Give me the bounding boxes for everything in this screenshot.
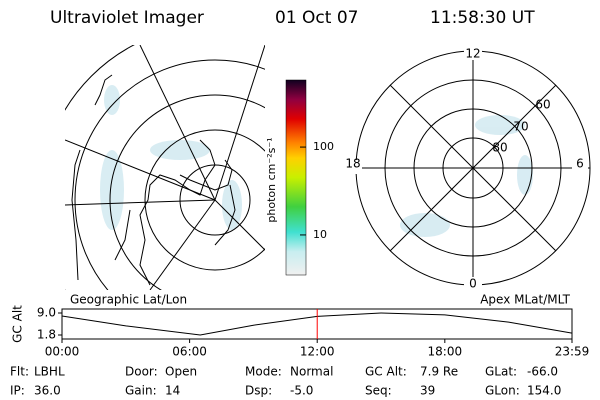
lat-label: 60: [535, 98, 550, 112]
instrument: Ultraviolet Imager: [50, 8, 204, 28]
date: 01 Oct 07: [275, 8, 358, 28]
status-value: 36.0: [34, 384, 61, 398]
status-label: Gain:: [125, 384, 157, 398]
colorbar-tick-label: 10: [313, 228, 327, 241]
status-value: 7.9 Re: [420, 365, 458, 379]
status-label: IP:: [10, 384, 25, 398]
mlt-label: 12: [465, 47, 480, 61]
status-label: GLon:: [485, 384, 520, 398]
x-tick-label: 18:00: [428, 345, 463, 359]
status-value: 39: [420, 384, 435, 398]
status-value: Open: [165, 365, 197, 379]
mlt-label: 6: [576, 157, 584, 171]
lat-label: 80: [492, 141, 507, 155]
polar-title: Apex MLat/MLT: [480, 293, 570, 307]
colorbar-label: photon cm⁻²s⁻¹: [265, 137, 278, 222]
geo-title: Geographic Lat/Lon: [70, 293, 187, 307]
status-value: -5.0: [290, 384, 313, 398]
y-axis-label: GC Alt: [11, 305, 25, 343]
status-value: 154.0: [527, 384, 561, 398]
lat-label: 70: [513, 120, 528, 134]
colorbar: [285, 79, 307, 276]
x-tick-label: 23:59: [555, 345, 590, 359]
status-label: Dsp:: [245, 384, 272, 398]
status-label: GLat:: [485, 365, 517, 379]
colorbar-tick-label: 100: [313, 140, 334, 153]
status-value: 14: [165, 384, 180, 398]
status-value: LBHL: [34, 365, 65, 379]
time: 11:58:30 UT: [430, 8, 535, 28]
status-label: Flt:: [10, 365, 29, 379]
x-tick-label: 12:00: [300, 345, 335, 359]
status-value: Normal: [290, 365, 333, 379]
y-tick-label: 1.8: [37, 328, 56, 342]
status-label: GC Alt:: [365, 365, 407, 379]
x-tick-label: 06:00: [172, 345, 207, 359]
status-label: Seq:: [365, 384, 392, 398]
status-value: -66.0: [527, 365, 558, 379]
x-tick-label: 00:00: [45, 345, 80, 359]
mlt-label: 18: [345, 157, 360, 171]
polar-map: [342, 46, 591, 291]
y-tick-label: 9.0: [37, 306, 56, 320]
mlt-label: 0: [469, 277, 477, 291]
geo-map: [65, 45, 265, 290]
status-label: Door:: [125, 365, 158, 379]
status-label: Mode:: [245, 365, 282, 379]
